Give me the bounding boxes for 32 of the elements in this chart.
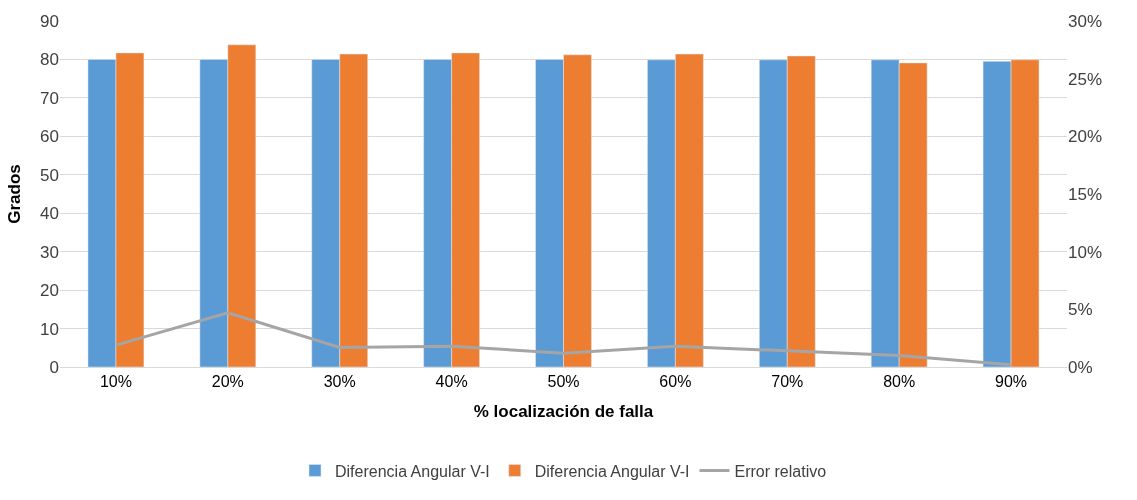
- y2-tick-label: 15%: [1068, 184, 1103, 204]
- x-tick-label: 60%: [659, 373, 692, 391]
- y2-tick-label: 25%: [1068, 69, 1103, 89]
- y-tick-label: 30: [40, 242, 59, 262]
- x-tick-label: 50%: [547, 373, 580, 391]
- x-tick-label: 90%: [995, 373, 1028, 391]
- x-tick-label: 30%: [323, 373, 356, 391]
- y-tick-label: 10: [40, 319, 59, 339]
- y-tick-label: 0: [49, 357, 59, 377]
- y2-tick-label: 0%: [1068, 357, 1093, 377]
- x-axis-title: % localización de falla: [473, 401, 654, 421]
- x-tick-label: 70%: [771, 373, 804, 391]
- y-tick-label: 50: [40, 165, 59, 185]
- y-tick-label: 40: [40, 204, 59, 224]
- y2-tick-label: 20%: [1068, 127, 1103, 147]
- y-tick-label: 20: [40, 281, 59, 301]
- y2-tick-label: 30%: [1068, 11, 1103, 31]
- legend-label: Diferencia Angular V-I: [534, 462, 690, 480]
- x-tick-label: 20%: [211, 373, 244, 391]
- y-tick-label: 60: [40, 127, 59, 147]
- legend-label: Error relativo: [734, 462, 827, 480]
- legend-label: Diferencia Angular V-I: [335, 462, 490, 480]
- line-series: [114, 311, 1013, 367]
- x-tick-label: 10%: [99, 373, 132, 391]
- x-tick-label: 40%: [435, 373, 468, 391]
- y2-tick-label: 10%: [1068, 242, 1103, 262]
- y-axis-title: Grados: [4, 164, 24, 224]
- y-tick-label: 80: [40, 50, 59, 70]
- y-tick-label: 70: [40, 88, 59, 108]
- x-tick-label: 80%: [883, 373, 916, 391]
- y-tick-label: 90: [40, 11, 59, 31]
- y2-tick-label: 5%: [1068, 300, 1093, 320]
